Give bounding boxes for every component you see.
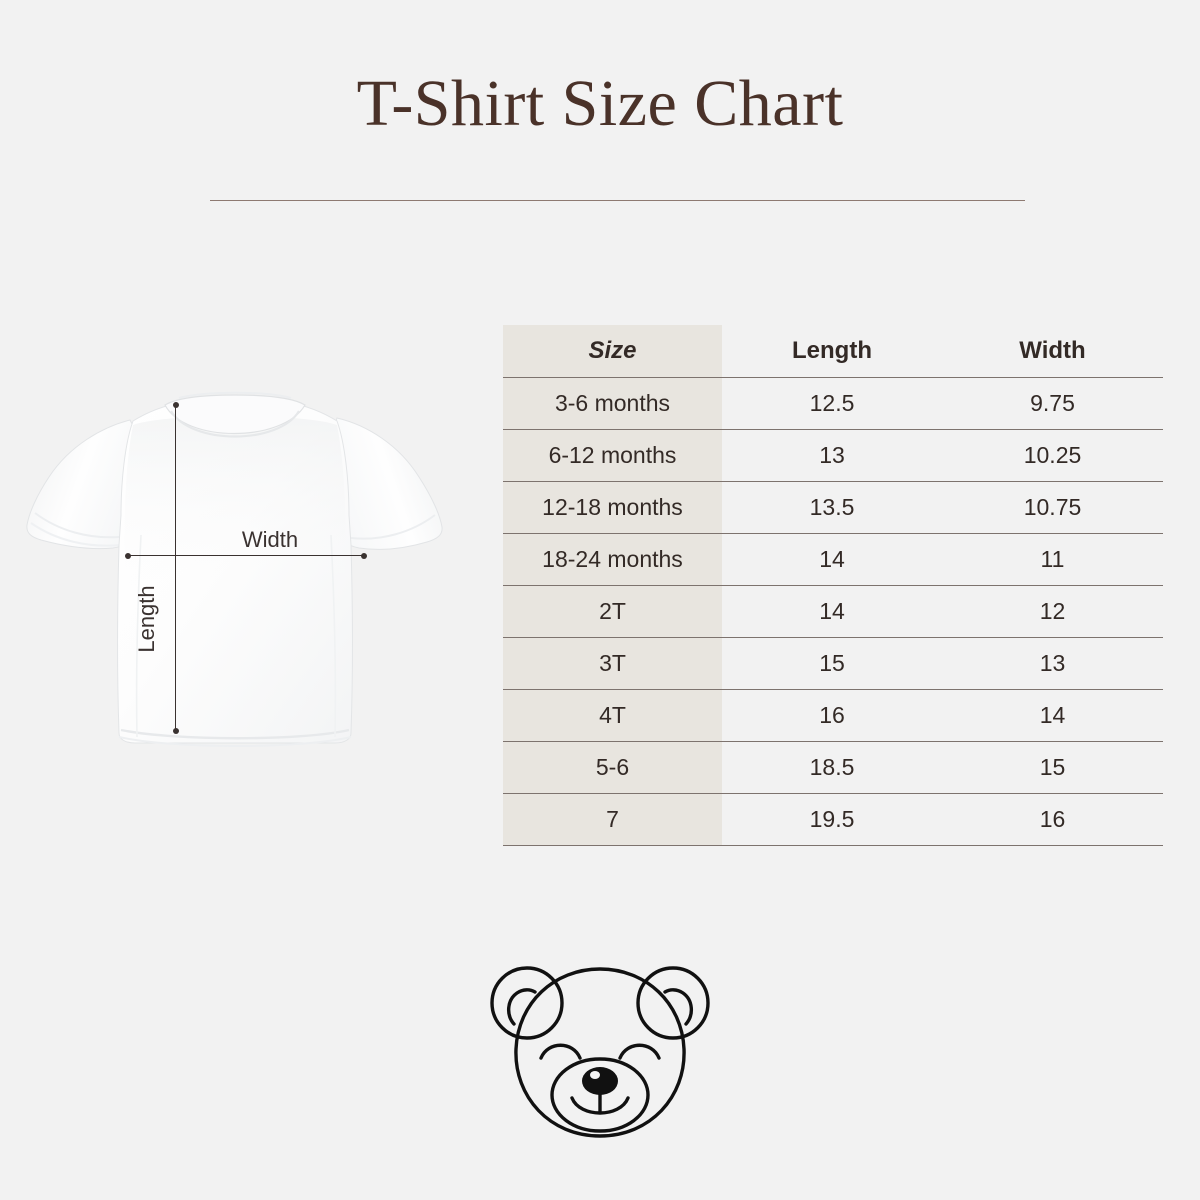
collar-back-seam xyxy=(178,391,292,399)
table-body: 3-6 months 12.5 9.75 6-12 months 13 10.2… xyxy=(503,377,1163,846)
cell-width: 10.25 xyxy=(942,429,1163,482)
cell-width: 13 xyxy=(942,637,1163,690)
cell-size: 3-6 months xyxy=(503,377,722,430)
table-row: 4T 16 14 xyxy=(503,689,1163,742)
cell-length: 18.5 xyxy=(722,741,942,794)
width-label: Width xyxy=(241,527,299,552)
cell-size: 6-12 months xyxy=(503,429,722,482)
size-chart-table: Size Length Width 3-6 months 12.5 9.75 6… xyxy=(503,325,1163,846)
sleeve-left-hem xyxy=(30,522,122,547)
hem-stitch xyxy=(120,728,350,740)
body-shading xyxy=(124,416,346,607)
cell-width: 15 xyxy=(942,741,1163,794)
bear-eye-left xyxy=(539,1043,582,1060)
cell-size: 4T xyxy=(503,689,722,742)
cell-length: 12.5 xyxy=(722,377,942,430)
cell-length: 13 xyxy=(722,429,942,482)
hem-edge xyxy=(118,736,352,747)
cell-size: 2T xyxy=(503,585,722,638)
bear-ear-left-inner xyxy=(507,988,537,1026)
cell-size: 3T xyxy=(503,637,722,690)
bear-eye-right xyxy=(618,1043,661,1060)
table-row: 5-6 18.5 15 xyxy=(503,741,1163,794)
bear-ear-right-inner xyxy=(663,988,693,1026)
table-row: 2T 14 12 xyxy=(503,585,1163,638)
sleeve-left-fold xyxy=(34,512,120,539)
bear-ear-left xyxy=(490,966,564,1040)
table-row: 18-24 months 14 11 xyxy=(503,533,1163,586)
cell-length: 14 xyxy=(722,585,942,638)
cell-width: 16 xyxy=(942,793,1163,846)
bear-mouth xyxy=(570,1096,630,1115)
bear-nose xyxy=(582,1067,618,1095)
table-row: 3T 15 13 xyxy=(503,637,1163,690)
column-header-width: Width xyxy=(1019,337,1086,364)
cell-size: 12-18 months xyxy=(503,481,722,534)
table-row: 3-6 months 12.5 9.75 xyxy=(503,377,1163,430)
cell-width: 12 xyxy=(942,585,1163,638)
bear-muzzle xyxy=(550,1057,650,1133)
cell-size: 7 xyxy=(503,793,722,846)
column-header-size: Size xyxy=(503,325,722,378)
collar xyxy=(164,394,306,435)
width-measure-line xyxy=(125,552,367,559)
table-row: 6-12 months 13 10.25 xyxy=(503,429,1163,482)
header-row: Size Length Width xyxy=(503,325,1163,378)
page-title: T-Shirt Size Chart xyxy=(356,67,844,140)
seam-left xyxy=(135,534,142,738)
bear-head xyxy=(514,967,686,1138)
cell-length: 19.5 xyxy=(722,793,942,846)
bear-nose-highlight xyxy=(590,1071,600,1079)
cell-size: 5-6 xyxy=(503,741,722,794)
title-divider xyxy=(210,200,1025,201)
table-header: Size Length Width xyxy=(503,325,1163,378)
sleeve-right-fold xyxy=(350,514,436,540)
table-row: 7 19.5 16 xyxy=(503,793,1163,846)
teddy-bear-icon xyxy=(490,966,710,1138)
cell-width: 11 xyxy=(942,533,1163,586)
length-label: Length xyxy=(134,585,159,653)
cell-length: 15 xyxy=(722,637,942,690)
cell-width: 10.75 xyxy=(942,481,1163,534)
tshirt-graphic xyxy=(26,391,443,747)
table-row: 12-18 months 13.5 10.75 xyxy=(503,481,1163,534)
length-measure-line xyxy=(172,402,179,734)
collar-ribbing xyxy=(170,410,300,438)
cell-length: 14 xyxy=(722,533,942,586)
cell-size: 18-24 months xyxy=(503,533,722,586)
cell-width: 14 xyxy=(942,689,1163,742)
cell-length: 16 xyxy=(722,689,942,742)
cell-width: 9.75 xyxy=(942,377,1163,430)
bear-ear-right xyxy=(636,966,710,1040)
seam-right xyxy=(330,534,337,738)
cell-length: 13.5 xyxy=(722,481,942,534)
column-header-length: Length xyxy=(792,337,872,364)
